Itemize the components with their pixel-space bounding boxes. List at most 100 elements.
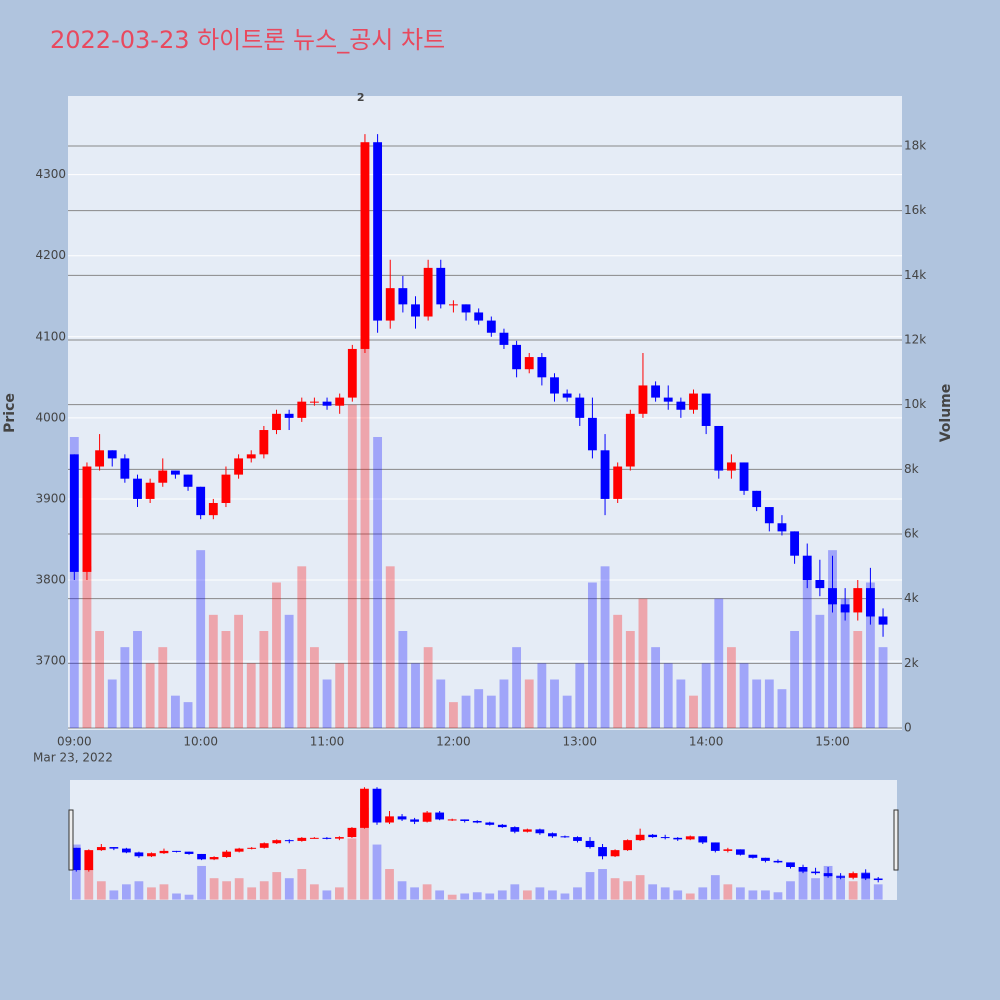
volume-bar xyxy=(550,679,559,728)
y2-tick-label: 12k xyxy=(904,332,926,346)
volume-bar xyxy=(735,887,745,900)
volume-bar xyxy=(748,890,758,900)
candle-body xyxy=(309,837,319,839)
candle-body xyxy=(109,847,119,849)
volume-bar xyxy=(739,663,749,728)
candle-body xyxy=(410,819,419,822)
candle-body xyxy=(537,357,547,378)
volume-bar xyxy=(848,881,858,900)
volume-bar xyxy=(610,878,620,900)
volume-bar xyxy=(221,630,231,728)
annotation: 2 xyxy=(357,91,365,104)
candle-body xyxy=(773,860,783,863)
volume-bar xyxy=(84,869,94,900)
candle-body xyxy=(197,853,206,860)
candle-body xyxy=(815,580,825,589)
candle-body xyxy=(761,857,770,861)
candle-body xyxy=(651,385,661,398)
y-tick-label: 3800 xyxy=(35,573,66,587)
candle-body xyxy=(623,840,632,851)
candle-body xyxy=(735,849,745,855)
volume-bar xyxy=(689,695,698,728)
candle-body xyxy=(222,851,232,858)
candle-body xyxy=(676,401,686,410)
volume-bar xyxy=(836,875,845,900)
candle-body xyxy=(284,840,294,842)
candle-body xyxy=(71,847,81,871)
y2-tick-label: 6k xyxy=(904,526,919,540)
y-tick-label: 4200 xyxy=(35,248,66,262)
volume-bar xyxy=(122,884,131,900)
candle-body xyxy=(777,523,787,532)
candle-body xyxy=(373,142,383,321)
volume-bar xyxy=(158,647,168,728)
candle-body xyxy=(347,348,357,398)
volume-bar xyxy=(145,663,155,728)
volume-bar xyxy=(297,869,307,900)
range-slider[interactable] xyxy=(70,780,897,900)
y2-tick-label: 18k xyxy=(904,138,926,152)
candle-body xyxy=(802,555,812,581)
volume-bar xyxy=(322,890,332,900)
volume-bar xyxy=(823,865,833,900)
volume-bar xyxy=(815,614,825,728)
candle-body xyxy=(107,450,117,459)
volume-bar xyxy=(159,884,169,900)
candle-body xyxy=(764,507,774,524)
candle-body xyxy=(423,267,433,317)
volume-bar xyxy=(499,679,509,728)
chart-title: 2022-03-23 하이트론 뉴스_공시 차트 xyxy=(50,26,445,54)
candle-body xyxy=(69,454,79,572)
candle-body xyxy=(272,840,282,844)
volume-bar xyxy=(197,865,206,900)
volume-bar xyxy=(196,550,206,728)
volume-bar xyxy=(625,630,635,728)
volume-bar xyxy=(685,893,695,900)
volume-bar xyxy=(761,890,770,900)
volume-bar xyxy=(69,436,79,728)
volume-bar xyxy=(524,679,534,728)
volume-bar xyxy=(385,566,395,728)
volume-bar xyxy=(272,872,282,900)
volume-bar xyxy=(133,630,142,728)
volume-bar xyxy=(726,647,736,728)
volume-bar xyxy=(773,892,783,900)
x-tick-label: 10:00 xyxy=(183,735,218,749)
volume-bar xyxy=(360,807,369,900)
candle-body xyxy=(600,450,610,499)
candle-body xyxy=(840,604,850,613)
volume-bar xyxy=(535,887,545,900)
candle-body xyxy=(853,588,863,613)
volume-bar xyxy=(373,436,383,728)
candle-body xyxy=(133,478,142,499)
volume-bar xyxy=(598,869,607,900)
volume-bar xyxy=(648,884,658,900)
candle-body xyxy=(184,851,194,854)
volume-bar xyxy=(873,884,883,900)
slider-handle xyxy=(893,809,899,871)
candle-body xyxy=(120,458,130,479)
volume-bar xyxy=(411,663,420,728)
candle-body xyxy=(461,304,471,313)
x-tick-label: 12:00 xyxy=(436,735,471,749)
candle-body xyxy=(638,385,648,414)
volume-bar xyxy=(82,566,92,728)
candle-body xyxy=(610,850,620,857)
volume-bar xyxy=(764,679,774,728)
candle-body xyxy=(297,837,307,841)
candle-body xyxy=(598,847,607,857)
candle-body xyxy=(360,788,369,828)
candle-body xyxy=(460,819,470,821)
candle-body xyxy=(560,836,570,838)
volume-bar xyxy=(120,647,130,728)
y2-tick-label: 14k xyxy=(904,268,926,282)
slider-handle xyxy=(68,809,74,871)
candle-body xyxy=(335,397,345,406)
volume-bar xyxy=(486,695,496,728)
candle-body xyxy=(828,588,837,605)
candle-body xyxy=(698,836,708,843)
volume-bar xyxy=(247,887,257,900)
candle-body xyxy=(247,847,257,849)
candle-body xyxy=(436,267,446,305)
candle-body xyxy=(385,288,395,321)
